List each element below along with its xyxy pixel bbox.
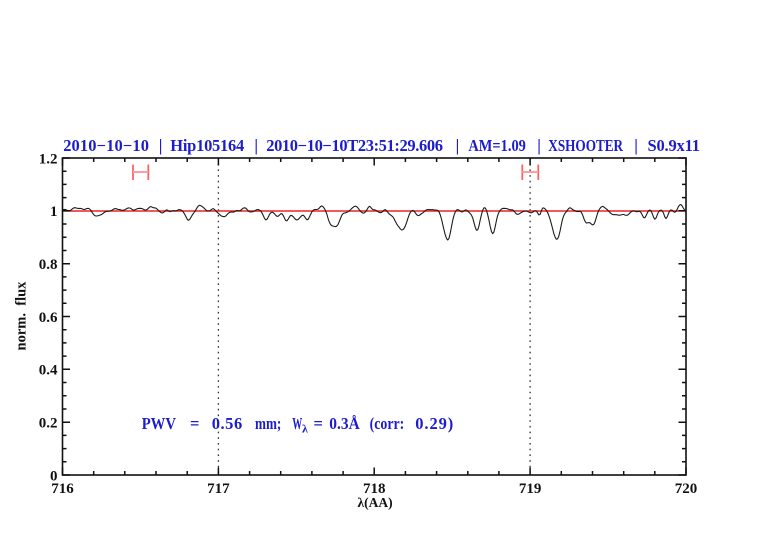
- svg-text:717: 717: [207, 481, 230, 497]
- svg-text:0.4: 0.4: [39, 363, 58, 379]
- svg-text:1.2: 1.2: [39, 151, 58, 167]
- svg-text:1: 1: [50, 204, 58, 220]
- svg-text:norm. flux: norm. flux: [14, 281, 30, 351]
- svg-text:0.6: 0.6: [39, 310, 58, 326]
- svg-text:720: 720: [675, 481, 698, 497]
- svg-text:719: 719: [519, 481, 542, 497]
- svg-text:λ(AA): λ(AA): [357, 495, 392, 510]
- svg-text:0.8: 0.8: [39, 257, 58, 273]
- svg-text:0.2: 0.2: [39, 416, 58, 432]
- svg-text:718: 718: [363, 481, 386, 497]
- svg-text:0: 0: [50, 468, 58, 484]
- svg-text:2010−10−10|Hip105164|2010−10−1: 2010−10−10 | Hip105164 | 2010−10−10T23:51:29…: [63, 136, 700, 155]
- svg-text:716: 716: [51, 481, 74, 497]
